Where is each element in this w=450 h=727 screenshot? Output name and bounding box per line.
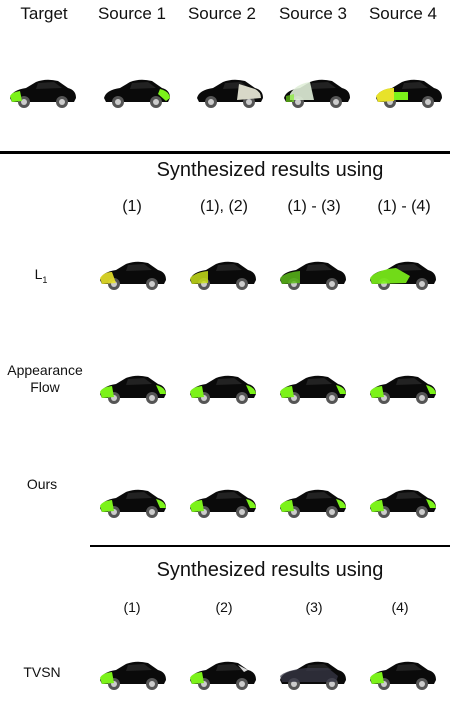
car-image-source-2: [193, 74, 265, 110]
row-label-l1-sub: 1: [42, 274, 48, 285]
result-af-col1: [96, 370, 168, 406]
section1-col-4: (1) - (4): [377, 198, 431, 215]
section2-col-1: (1): [123, 599, 141, 615]
result-ours-col4: [366, 484, 438, 520]
result-l1-col1: [96, 256, 168, 292]
result-l1-col3: [276, 256, 348, 292]
result-ours-col1: [96, 484, 168, 520]
section2-col-3: (3): [305, 599, 323, 615]
row-label-appearance-flow-line2: Flow: [30, 379, 60, 395]
result-tvsn-col4: [366, 656, 438, 692]
header-source-4: Source 4: [368, 4, 438, 23]
header-source-1: Source 1: [97, 4, 167, 23]
result-af-col3: [276, 370, 348, 406]
row-label-ours: Ours: [26, 476, 58, 492]
section2-col-2: (2): [215, 599, 233, 615]
section1-title: Synthesized results using: [156, 159, 384, 181]
section-divider-bottom: [90, 545, 450, 547]
row-label-l1-main: L: [34, 266, 43, 282]
row-label-appearance-flow-line1: Appearance: [7, 362, 83, 378]
result-ours-col2: [186, 484, 258, 520]
section2-col-4: (4): [391, 599, 409, 615]
result-l1-col2: [186, 256, 258, 292]
car-image-source-3: [280, 74, 352, 110]
header-source-2: Source 2: [187, 4, 257, 23]
result-af-col4: [366, 370, 438, 406]
row-label-appearance-flow: Appearance Flow: [0, 362, 90, 396]
section1-col-2: (1), (2): [200, 198, 248, 215]
section1-col-3: (1) - (3): [287, 198, 341, 215]
result-tvsn-col3: [276, 656, 348, 692]
result-l1-col4: [366, 256, 438, 292]
car-image-source-1: [100, 74, 172, 110]
result-af-col2: [186, 370, 258, 406]
car-image-target: [6, 74, 78, 110]
car-image-source-4: [372, 74, 444, 110]
result-tvsn-col1: [96, 656, 168, 692]
result-tvsn-col2: [186, 656, 258, 692]
section-divider-top: [0, 151, 450, 154]
section1-col-1: (1): [122, 198, 142, 215]
section2-title: Synthesized results using: [156, 559, 384, 581]
header-source-3: Source 3: [278, 4, 348, 23]
row-label-l1: L1: [6, 266, 76, 289]
row-label-tvsn: TVSN: [23, 664, 61, 680]
header-target: Target: [20, 4, 68, 23]
result-ours-col3: [276, 484, 348, 520]
